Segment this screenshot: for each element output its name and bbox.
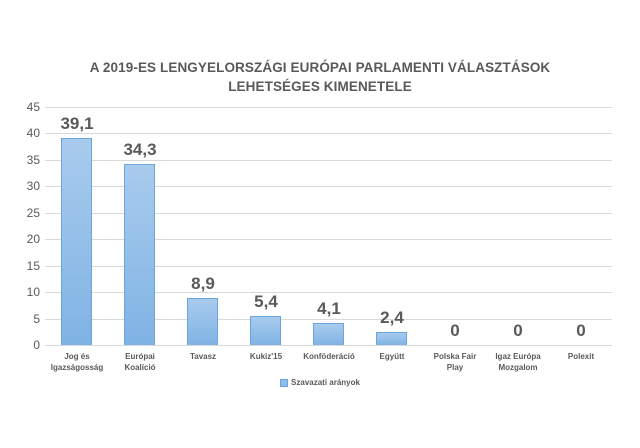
gridline [45, 213, 612, 214]
x-tick-label: Polexit [546, 351, 616, 362]
gridline [45, 107, 612, 108]
x-label-line1: Együtt [379, 352, 405, 361]
y-tick-label: 15 [26, 259, 40, 273]
gridline [45, 345, 612, 346]
x-label-line2: Koalíció [124, 363, 156, 372]
x-tick-label: Igaz Európa Mozgalom [483, 351, 553, 373]
y-tick-label: 35 [26, 153, 40, 167]
legend: Szavazati arányok [0, 378, 640, 387]
x-label-line1: Kukiz'15 [249, 352, 283, 361]
y-tick-label: 20 [26, 232, 40, 246]
y-tick-label: 0 [33, 338, 40, 352]
gridline [45, 186, 612, 187]
x-tick-label: Konföderáció [294, 351, 364, 362]
data-label: 8,9 [191, 274, 215, 293]
x-label-line1: Konföderáció [303, 352, 355, 361]
x-label-line1: Polexit [567, 352, 595, 361]
y-tick-label: 30 [26, 179, 40, 193]
y-tick-label: 45 [26, 100, 40, 114]
gridline [45, 133, 612, 134]
bar [187, 298, 218, 345]
x-label-line1: Jog és [64, 352, 90, 361]
data-label: 2,4 [380, 308, 404, 327]
legend-swatch-icon [280, 378, 289, 387]
data-label: 5,4 [254, 292, 278, 311]
x-label-line2: Play [446, 363, 464, 372]
x-tick-label: Polska Fair Play [420, 351, 490, 373]
x-label-line2: Mozgalom [498, 363, 538, 372]
y-tick-label: 5 [33, 312, 40, 326]
data-label: 0 [450, 321, 460, 340]
bar [250, 316, 281, 345]
data-label: 34,3 [123, 140, 157, 159]
x-label-line1: Polska Fair [433, 352, 477, 361]
data-label: 39,1 [60, 114, 94, 133]
chart-title-line2: LEHETSÉGES KIMENETELE [228, 79, 412, 94]
x-label-line1: Tavasz [189, 352, 217, 361]
x-tick-label: Jog és Igazságosság [42, 351, 112, 373]
data-label: 0 [513, 321, 523, 340]
data-label: 0 [576, 321, 586, 340]
gridline [45, 266, 612, 267]
x-tick-label: Együtt [357, 351, 427, 362]
x-label-line1: Európai [125, 352, 155, 361]
gridline [45, 319, 612, 320]
x-tick-label: Kukiz'15 [231, 351, 301, 362]
x-label-line1: Igaz Európa [495, 352, 541, 361]
gridline [45, 160, 612, 161]
bar [124, 164, 155, 345]
bar [376, 332, 407, 345]
bar [313, 323, 344, 345]
y-tick-label: 40 [26, 126, 40, 140]
gridline [45, 239, 612, 240]
data-label: 4,1 [317, 299, 341, 318]
legend-label: Szavazati arányok [291, 378, 360, 387]
gridline [45, 292, 612, 293]
bar [61, 138, 92, 345]
y-tick-label: 25 [26, 206, 40, 220]
chart-title-line1: A 2019-ES LENGYELORSZÁGI EURÓPAI PARLAME… [89, 60, 551, 75]
x-tick-label: Tavasz [168, 351, 238, 362]
y-tick-label: 10 [26, 285, 40, 299]
x-label-line2: Igazságosság [50, 363, 104, 372]
x-tick-label: Európai Koalíció [105, 351, 175, 373]
